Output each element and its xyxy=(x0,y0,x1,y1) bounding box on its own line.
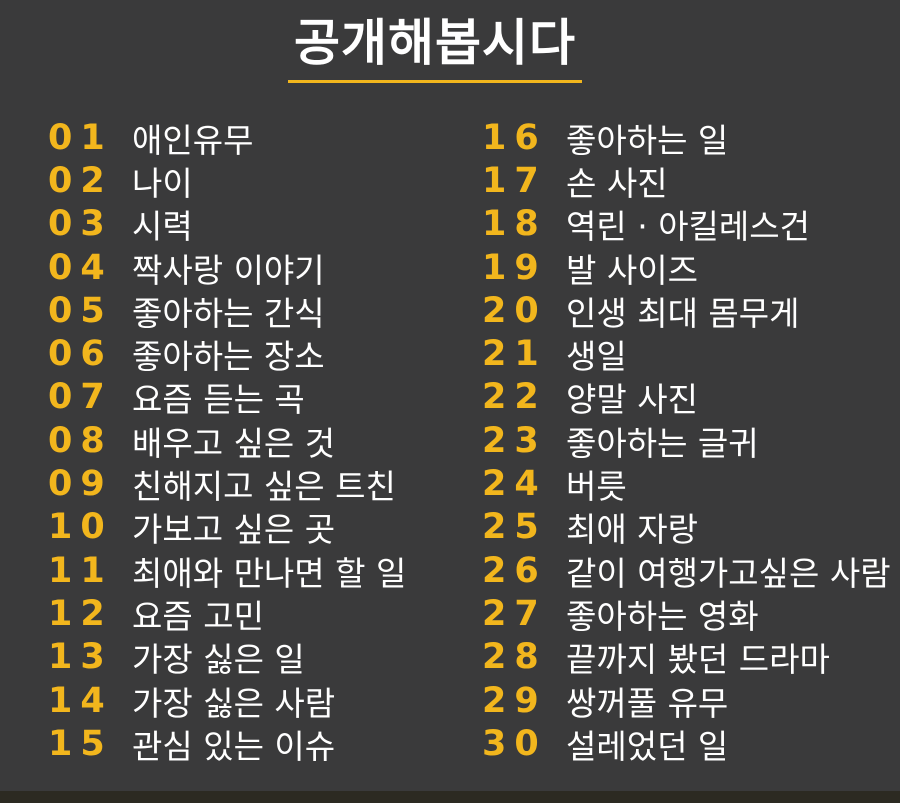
item-label: 쌍꺼풀 유무 xyxy=(566,683,729,723)
item-label: 요즘 듣는 곡 xyxy=(132,380,305,420)
item-number: 10 xyxy=(48,507,113,548)
item-number: 15 xyxy=(48,723,113,764)
item-number: 07 xyxy=(48,377,113,418)
item-label: 애인유무 xyxy=(132,120,254,160)
item-number: 01 xyxy=(48,117,113,158)
item-number: 08 xyxy=(48,420,113,461)
page-title: 공개해봅시다 xyxy=(288,8,582,83)
list-item: 14 가장 싫은 사람 xyxy=(48,679,406,723)
item-label: 좋아하는 일 xyxy=(566,120,729,160)
list-item: 19 발 사이즈 xyxy=(482,246,891,290)
item-number: 05 xyxy=(48,290,113,331)
item-number: 02 xyxy=(48,160,113,201)
item-label: 설레었던 일 xyxy=(566,726,729,766)
bottom-divider xyxy=(0,791,900,803)
list-item: 03 시력 xyxy=(48,203,406,246)
item-label: 요즘 고민 xyxy=(132,596,264,636)
item-label: 끝까지 봤던 드라마 xyxy=(566,640,830,680)
item-number: 17 xyxy=(482,160,547,201)
list-item: 13 가장 싫은 일 xyxy=(48,636,406,679)
list-item: 22 양말 사진 xyxy=(482,376,891,419)
list-item: 08 배우고 싶은 것 xyxy=(48,419,406,463)
item-label: 역린 · 아킬레스건 xyxy=(566,207,810,247)
question-list-left: 01 애인유무 02 나이 03 시력 04 짝사랑 이야기 05 좋아하는 간식 06 좋… xyxy=(48,116,407,766)
item-label: 배우고 싶은 것 xyxy=(132,423,336,463)
list-item: 05 좋아하는 간식 xyxy=(48,289,406,333)
item-label: 인생 최대 몸무게 xyxy=(566,293,800,333)
list-item: 02 나이 xyxy=(48,159,406,203)
item-label: 좋아하는 글귀 xyxy=(566,423,759,463)
item-label: 좋아하는 영화 xyxy=(566,596,759,636)
list-item: 30 설레었던 일 xyxy=(482,722,891,766)
list-item: 17 손 사진 xyxy=(482,159,891,203)
item-label: 가보고 싶은 곳 xyxy=(132,510,336,550)
item-label: 같이 여행가고싶은 사람 xyxy=(566,553,891,593)
item-label: 가장 싫은 일 xyxy=(132,640,305,680)
item-number: 16 xyxy=(482,117,547,158)
item-label: 생일 xyxy=(566,337,627,377)
item-label: 버릇 xyxy=(566,467,627,507)
item-label: 관심 있는 이슈 xyxy=(132,726,336,766)
item-label: 양말 사진 xyxy=(566,380,698,420)
item-number: 06 xyxy=(48,334,113,375)
list-item: 09 친해지고 싶은 트친 xyxy=(48,462,406,507)
item-number: 27 xyxy=(482,593,547,634)
item-label: 좋아하는 간식 xyxy=(132,293,325,333)
list-item: 04 짝사랑 이야기 xyxy=(48,246,406,290)
item-label: 가장 싫은 사람 xyxy=(132,683,336,723)
list-item: 29 쌍꺼풀 유무 xyxy=(482,679,891,723)
item-number: 04 xyxy=(48,247,113,288)
item-number: 26 xyxy=(482,550,547,591)
title-wrap: 공개해봅시다 xyxy=(0,8,900,83)
list-item: 24 버릇 xyxy=(482,462,891,507)
item-number: 23 xyxy=(482,420,547,461)
item-number: 28 xyxy=(482,637,547,678)
item-label: 손 사진 xyxy=(566,163,668,203)
list-item: 15 관심 있는 이슈 xyxy=(48,722,406,766)
item-number: 18 xyxy=(482,204,547,245)
list-item: 07 요즘 듣는 곡 xyxy=(48,376,406,419)
list-item: 10 가보고 싶은 곳 xyxy=(48,506,406,549)
item-label: 발 사이즈 xyxy=(566,250,698,290)
item-number: 13 xyxy=(48,637,113,678)
list-item: 20 인생 최대 몸무게 xyxy=(482,289,891,333)
question-list-right: 16 좋아하는 일 17 손 사진 18 역린 · 아킬레스건 19 발 사이즈 20 인… xyxy=(482,116,891,766)
item-label: 최애와 만나면 할 일 xyxy=(132,553,407,593)
item-number: 11 xyxy=(48,550,113,591)
item-number: 12 xyxy=(48,593,113,634)
item-label: 좋아하는 장소 xyxy=(132,337,325,377)
item-label: 나이 xyxy=(132,163,193,203)
list-item: 16 좋아하는 일 xyxy=(482,116,891,160)
item-number: 22 xyxy=(482,377,547,418)
list-item: 01 애인유무 xyxy=(48,116,406,160)
item-number: 29 xyxy=(482,680,547,721)
list-item: 11 최애와 만나면 할 일 xyxy=(48,549,407,593)
item-number: 21 xyxy=(482,334,547,375)
item-number: 20 xyxy=(482,290,547,331)
item-label: 친해지고 싶은 트친 xyxy=(132,467,396,507)
item-number: 19 xyxy=(482,247,547,288)
list-item: 28 끝까지 봤던 드라마 xyxy=(482,636,891,679)
item-number: 09 xyxy=(48,464,113,505)
list-item: 27 좋아하는 영화 xyxy=(482,592,891,636)
list-item: 12 요즘 고민 xyxy=(48,592,406,636)
list-item: 21 생일 xyxy=(482,332,891,377)
list-item: 26 같이 여행가고싶은 사람 xyxy=(482,549,891,593)
item-number: 24 xyxy=(482,464,547,505)
list-item: 23 좋아하는 글귀 xyxy=(482,419,891,463)
list-item: 06 좋아하는 장소 xyxy=(48,332,406,377)
item-number: 14 xyxy=(48,680,113,721)
item-number: 30 xyxy=(482,723,547,764)
item-label: 시력 xyxy=(132,207,193,247)
item-label: 최애 자랑 xyxy=(566,510,698,550)
list-item: 25 최애 자랑 xyxy=(482,506,891,549)
list-item: 18 역린 · 아킬레스건 xyxy=(482,203,891,246)
item-label: 짝사랑 이야기 xyxy=(132,250,325,290)
item-number: 25 xyxy=(482,507,547,548)
item-number: 03 xyxy=(48,204,113,245)
